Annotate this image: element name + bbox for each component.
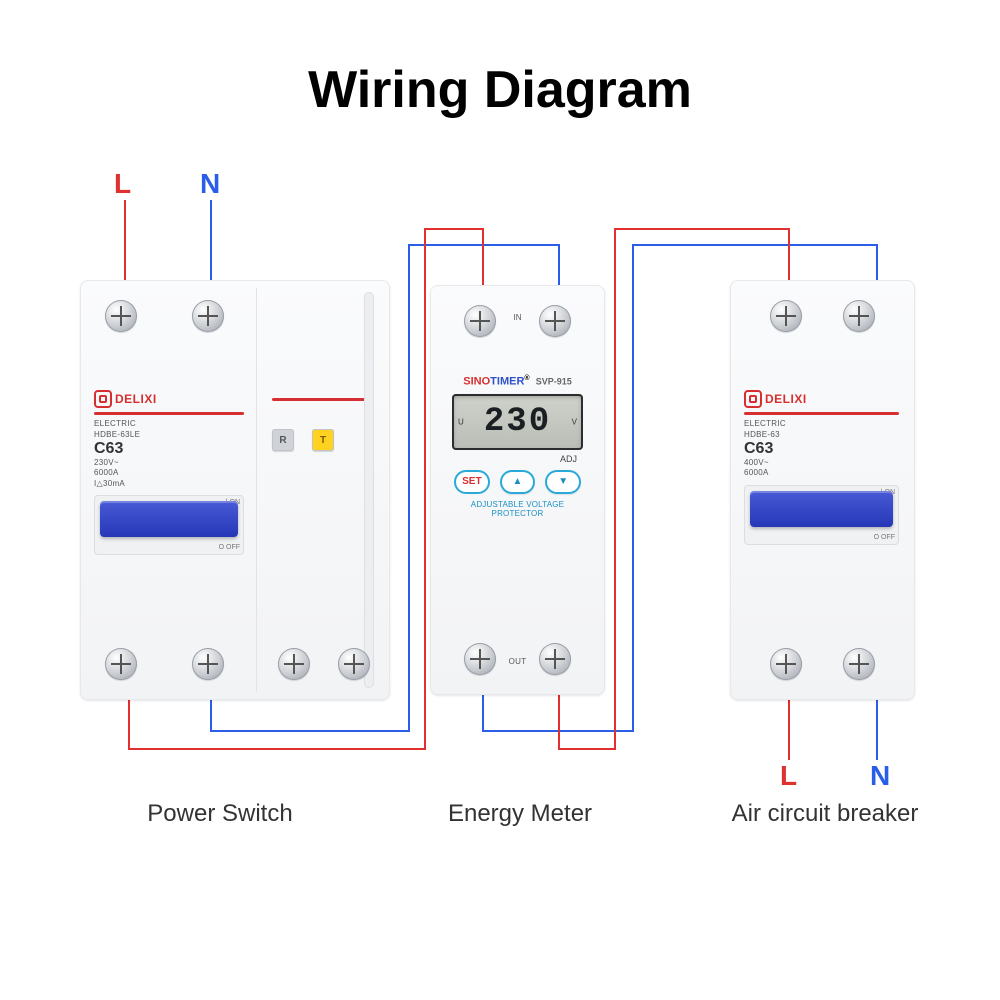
toggle-slot[interactable]: | ON O OFF: [94, 495, 244, 555]
screw-icon: [843, 300, 875, 332]
reset-button[interactable]: R: [272, 429, 294, 451]
label-l-bot: L: [780, 760, 797, 792]
down-button[interactable]: ▼: [545, 470, 581, 494]
brand-bar: [744, 412, 899, 415]
wire-l-meter-top: [614, 228, 790, 230]
energy-meter-device: IN SINOTIMER® SVP-915 U 230 V ADJ SET ▲ …: [430, 285, 605, 695]
wire-n-meter-top: [632, 244, 878, 246]
brand-bar: [272, 398, 372, 401]
out-marker: OUT: [430, 657, 605, 667]
brand-text: DELIXI: [115, 392, 157, 406]
brand-sub: ELECTRIC: [744, 419, 899, 429]
toggle-handle[interactable]: [750, 491, 893, 527]
spec-text: I△30mA: [94, 479, 244, 489]
meter-brand: SINOTIMER® SVP-915: [444, 375, 591, 388]
lcd-unit-right: V: [572, 417, 577, 426]
rail-slot: [364, 292, 374, 688]
label-energy-meter: Energy Meter: [420, 800, 620, 828]
label-air-breaker: Air circuit breaker: [715, 800, 935, 828]
meter-model: SVP-915: [536, 377, 572, 387]
spec-text: 230V~: [94, 458, 244, 468]
screw-icon: [278, 648, 310, 680]
label-n-bot: N: [870, 760, 890, 792]
spec-text: 6000A: [744, 468, 899, 478]
screw-icon: [105, 300, 137, 332]
screw-icon: [770, 300, 802, 332]
wire-n-meter-up: [632, 244, 634, 732]
screw-icon: [192, 648, 224, 680]
lcd-display: U 230 V: [452, 394, 583, 450]
screw-icon: [843, 648, 875, 680]
label-l-top: L: [114, 168, 131, 200]
diagram-title: Wiring Diagram: [0, 60, 1000, 120]
screw-icon: [338, 648, 370, 680]
toggle-slot[interactable]: | ON O OFF: [744, 485, 899, 545]
divider: [256, 288, 257, 692]
label-n-top: N: [200, 168, 220, 200]
off-label: O OFF: [874, 534, 895, 541]
model-line: HDBE-63: [744, 430, 899, 440]
wire-l-ps-up: [424, 228, 426, 750]
rating-text: C63: [94, 440, 244, 458]
meter-tagline: ADJUSTABLE VOLTAGE PROTECTOR: [444, 500, 591, 518]
wire-l-meter-h: [558, 748, 616, 750]
spec-text: 6000A: [94, 468, 244, 478]
screw-icon: [192, 300, 224, 332]
in-marker: IN: [430, 313, 605, 323]
screw-icon: [770, 648, 802, 680]
set-button[interactable]: SET: [454, 470, 490, 494]
adj-label: ADJ: [444, 454, 591, 464]
label-power-switch: Power Switch: [120, 800, 320, 828]
model-line: HDBE-63LE: [94, 430, 244, 440]
delixi-logo-icon: [94, 390, 112, 408]
brand-bar: [94, 412, 244, 415]
brand-sub: ELECTRIC: [94, 419, 244, 429]
lcd-value: 230: [484, 403, 551, 441]
rating-text: C63: [744, 440, 899, 458]
screw-icon: [539, 643, 571, 675]
wire-l-ps-top: [424, 228, 484, 230]
wire-n-ps-top: [408, 244, 560, 246]
up-button[interactable]: ▲: [500, 470, 536, 494]
screw-icon: [105, 648, 137, 680]
screw-icon: [464, 643, 496, 675]
wire-l-meter-up: [614, 228, 616, 750]
brand-text: DELIXI: [765, 392, 807, 406]
wire-n-ps-h: [210, 730, 410, 732]
power-switch-device: DELIXI ELECTRIC HDBE-63LE C63 230V~ 6000…: [80, 280, 390, 700]
delixi-logo-icon: [744, 390, 762, 408]
wire-l-ps-h: [128, 748, 426, 750]
lcd-unit-left: U: [458, 417, 464, 426]
air-breaker-device: DELIXI ELECTRIC HDBE-63 C63 400V~ 6000A …: [730, 280, 915, 700]
toggle-handle[interactable]: [100, 501, 238, 537]
off-label: O OFF: [219, 544, 240, 551]
wire-n-ps-up: [408, 244, 410, 732]
spec-text: 400V~: [744, 458, 899, 468]
test-button[interactable]: T: [312, 429, 334, 451]
